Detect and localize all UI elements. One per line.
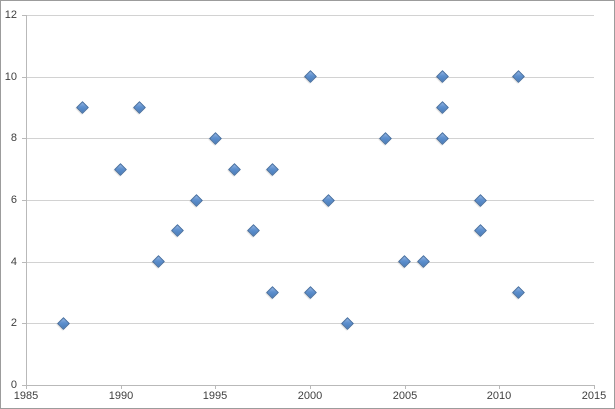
data-point-marker[interactable] — [133, 101, 146, 114]
data-point-marker[interactable] — [57, 317, 70, 330]
x-axis-tick — [215, 385, 216, 389]
x-axis-tick-label: 2000 — [297, 390, 323, 402]
data-point-marker[interactable] — [304, 286, 317, 299]
data-point-marker[interactable] — [171, 224, 184, 237]
gridline-y-12 — [26, 15, 594, 16]
x-axis-tick-label: 1990 — [108, 390, 134, 402]
data-point-marker[interactable] — [512, 286, 525, 299]
x-axis-tick-label: 1995 — [202, 390, 228, 402]
gridline-y-2 — [26, 323, 594, 324]
y-axis-tick — [22, 15, 26, 16]
data-point-marker[interactable] — [322, 194, 335, 207]
data-point-marker[interactable] — [436, 132, 449, 145]
y-axis-tick — [22, 385, 26, 386]
y-axis-tick — [22, 323, 26, 324]
data-point-marker[interactable] — [152, 255, 165, 268]
data-point-marker[interactable] — [76, 101, 89, 114]
gridline-y-6 — [26, 200, 594, 201]
data-point-marker[interactable] — [379, 132, 392, 145]
y-axis-tick-label: 6 — [10, 194, 17, 206]
x-axis-tick — [499, 385, 500, 389]
data-point-marker[interactable] — [266, 286, 279, 299]
x-axis-tick — [405, 385, 406, 389]
data-point-marker[interactable] — [114, 163, 127, 176]
data-point-marker[interactable] — [436, 70, 449, 83]
data-point-marker[interactable] — [417, 255, 430, 268]
x-axis-tick — [594, 385, 595, 389]
data-point-marker[interactable] — [209, 132, 222, 145]
x-axis-tick-label: 2010 — [486, 390, 512, 402]
y-axis-tick — [22, 77, 26, 78]
data-point-marker[interactable] — [398, 255, 411, 268]
x-axis-tick-label: 2015 — [581, 390, 607, 402]
data-point-marker[interactable] — [474, 194, 487, 207]
data-point-marker[interactable] — [247, 224, 260, 237]
x-axis-tick-label: 2005 — [392, 390, 418, 402]
x-axis-tick — [121, 385, 122, 389]
y-axis-tick-label: 12 — [4, 9, 17, 21]
data-point-marker[interactable] — [436, 101, 449, 114]
x-axis-tick-label: 1985 — [13, 390, 39, 402]
y-axis-tick — [22, 262, 26, 263]
x-axis-tick — [26, 385, 27, 389]
y-axis-tick — [22, 138, 26, 139]
y-axis-line — [26, 15, 27, 385]
data-point-marker[interactable] — [341, 317, 354, 330]
x-axis-tick — [310, 385, 311, 389]
data-point-marker[interactable] — [512, 70, 525, 83]
data-point-marker[interactable] — [474, 224, 487, 237]
gridline-y-4 — [26, 262, 594, 263]
y-axis-tick-label: 10 — [4, 71, 17, 83]
y-axis-tick-label: 4 — [10, 256, 17, 268]
y-axis-tick — [22, 200, 26, 201]
data-point-marker[interactable] — [266, 163, 279, 176]
data-point-marker[interactable] — [190, 194, 203, 207]
y-axis-tick-label: 8 — [10, 132, 17, 144]
data-point-marker[interactable] — [304, 70, 317, 83]
data-point-marker[interactable] — [228, 163, 241, 176]
y-axis-tick-label: 2 — [10, 317, 17, 329]
gridline-y-8 — [26, 138, 594, 139]
y-axis-tick-label: 0 — [10, 379, 17, 391]
